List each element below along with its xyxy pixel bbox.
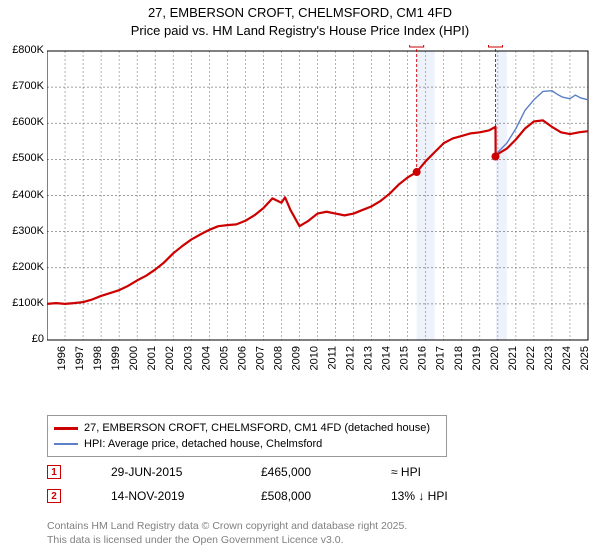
y-axis-label: £200K — [12, 261, 44, 273]
legend-label-hpi: HPI: Average price, detached house, Chel… — [84, 438, 322, 450]
transaction-delta: ≈ HPI — [391, 465, 421, 479]
x-axis-label: 2011 — [327, 346, 339, 370]
x-axis-label: 2016 — [417, 346, 429, 370]
x-axis-label: 2004 — [200, 346, 212, 370]
x-axis-label: 2005 — [218, 346, 230, 370]
y-axis-label: £500K — [12, 152, 44, 164]
chart-legend: 27, EMBERSON CROFT, CHELMSFORD, CM1 4FD … — [47, 415, 447, 457]
legend-item-price-paid: 27, EMBERSON CROFT, CHELMSFORD, CM1 4FD … — [54, 420, 440, 436]
chart-marker-2: 2 — [493, 45, 499, 47]
x-axis-label: 2007 — [254, 346, 266, 370]
x-axis-label: 2000 — [128, 346, 140, 370]
x-axis-label: 2023 — [543, 346, 555, 370]
transaction-price: £508,000 — [261, 489, 341, 503]
x-axis-label: 2002 — [164, 346, 176, 370]
x-axis-label: 1995 — [47, 346, 50, 370]
x-axis-label: 2003 — [182, 346, 194, 370]
y-axis-label: £400K — [12, 189, 44, 201]
y-axis-label: £600K — [12, 116, 44, 128]
transactions-table: 1 29-JUN-2015 £465,000 ≈ HPI 2 14-NOV-20… — [47, 460, 448, 508]
x-axis-label: 2018 — [453, 346, 465, 370]
x-axis-label: 2020 — [489, 346, 501, 370]
y-axis-label: £300K — [12, 225, 44, 237]
x-axis-label: 2019 — [471, 346, 483, 370]
x-axis-label: 1996 — [56, 346, 68, 370]
x-axis-label: 1997 — [74, 346, 86, 370]
transaction-row: 2 14-NOV-2019 £508,000 13% ↓ HPI — [47, 484, 448, 508]
footnote-line-2: This data is licensed under the Open Gov… — [47, 534, 407, 548]
price-chart: 1995 1996 1997 1998 1999 2000 2001 2002 2003 2004… — [47, 45, 590, 380]
x-axis-label: 2014 — [381, 346, 393, 370]
transaction-price: £465,000 — [261, 465, 341, 479]
title-line-2: Price paid vs. HM Land Registry's House … — [0, 22, 600, 40]
y-axis-label: £800K — [12, 44, 44, 56]
legend-label-price-paid: 27, EMBERSON CROFT, CHELMSFORD, CM1 4FD … — [84, 422, 430, 434]
x-axis-label: 2017 — [435, 346, 447, 370]
transaction-date: 29-JUN-2015 — [111, 465, 211, 479]
transaction-date: 14-NOV-2019 — [111, 489, 211, 503]
transaction-marker-1: 1 — [47, 465, 61, 479]
y-axis-label: £100K — [12, 297, 44, 309]
x-axis-label: 2013 — [363, 346, 375, 370]
x-axis-label: 2012 — [345, 346, 357, 370]
x-axis-label: 2025 — [579, 346, 590, 370]
transaction-delta: 13% ↓ HPI — [391, 489, 448, 503]
x-axis-label: 1998 — [92, 346, 104, 370]
legend-item-hpi: HPI: Average price, detached house, Chel… — [54, 436, 440, 452]
x-axis-label: 2008 — [272, 346, 284, 370]
legend-swatch-price-paid — [54, 427, 78, 430]
x-axis-label: 2010 — [309, 346, 321, 370]
x-axis-label: 2024 — [561, 346, 573, 370]
x-axis-label: 2021 — [507, 346, 519, 370]
x-axis-label: 2022 — [525, 346, 537, 370]
x-axis-label: 2009 — [290, 346, 302, 370]
x-axis-label: 2015 — [399, 346, 411, 370]
x-axis-label: 2001 — [146, 346, 158, 370]
title-line-1: 27, EMBERSON CROFT, CHELMSFORD, CM1 4FD — [0, 4, 600, 22]
transaction-row: 1 29-JUN-2015 £465,000 ≈ HPI — [47, 460, 448, 484]
transaction-marker-2: 2 — [47, 489, 61, 503]
footnote-line-1: Contains HM Land Registry data © Crown c… — [47, 520, 407, 534]
y-axis-label: £700K — [12, 80, 44, 92]
y-axis-label: £0 — [32, 333, 44, 345]
x-axis-label: 1999 — [110, 346, 122, 370]
copyright-footnote: Contains HM Land Registry data © Crown c… — [47, 520, 407, 547]
legend-swatch-hpi — [54, 443, 78, 445]
chart-title: 27, EMBERSON CROFT, CHELMSFORD, CM1 4FD … — [0, 0, 600, 39]
chart-marker-1: 1 — [414, 45, 420, 47]
x-axis-label: 2006 — [236, 346, 248, 370]
